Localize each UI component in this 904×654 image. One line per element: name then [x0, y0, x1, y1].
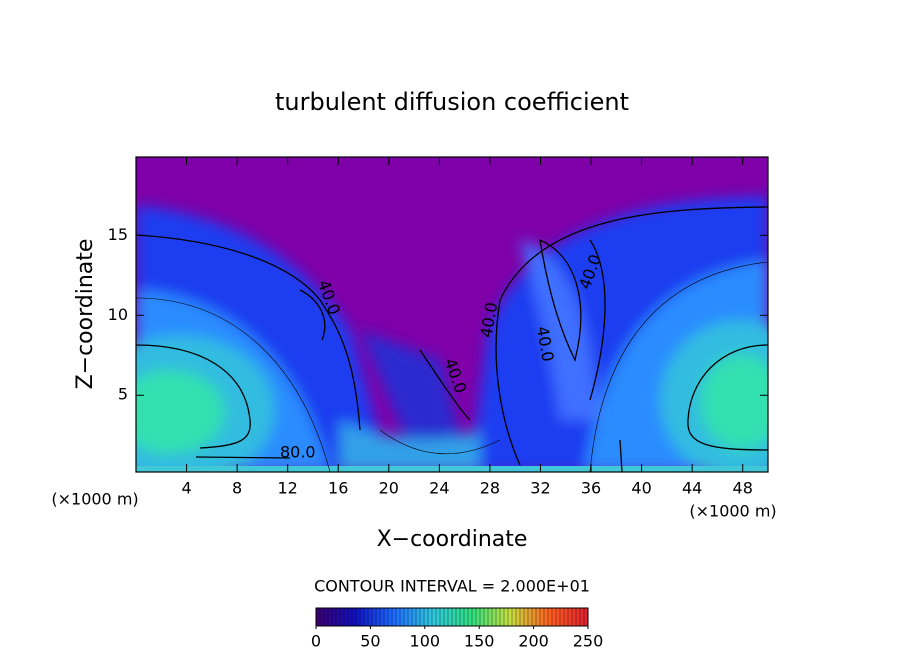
x-tick-label: 36 — [581, 479, 601, 498]
x-tick-label: 44 — [682, 479, 702, 498]
colorbar-tick-label: 50 — [360, 632, 380, 651]
x-axis-label: X−coordinate — [377, 527, 528, 552]
contour-interval: CONTOUR INTERVAL = 2.000E+01 — [314, 577, 590, 596]
plot-frame — [135, 156, 769, 473]
colorbar-tick-label: 250 — [573, 632, 604, 651]
colorbar-tick-label: 0 — [311, 632, 321, 651]
y-tick-label: 15 — [108, 225, 128, 244]
x-tick-label: 28 — [480, 479, 500, 498]
contour-field — [136, 157, 768, 472]
x-tick-label: 48 — [733, 479, 753, 498]
x-tick-label: 40 — [631, 479, 651, 498]
contour-label: 80.0 — [280, 442, 316, 461]
colorbar — [316, 608, 588, 626]
colorbar-frame — [315, 607, 589, 627]
x-tick-label: 16 — [328, 479, 348, 498]
y-unit-label: (×1000 m) — [51, 490, 138, 509]
colorbar-tick-label: 100 — [410, 632, 441, 651]
y-tick-label: 10 — [108, 305, 128, 324]
y-tick-label: 5 — [118, 385, 128, 404]
y-axis-label: Z−coordinate — [73, 239, 98, 390]
chart-title: turbulent diffusion coefficient — [275, 88, 629, 116]
colorbar-tick-label: 200 — [518, 632, 549, 651]
x-tick-label: 20 — [379, 479, 399, 498]
x-unit-label: (×1000 m) — [689, 502, 776, 521]
x-tick-label: 12 — [278, 479, 298, 498]
x-tick-label: 32 — [530, 479, 550, 498]
x-tick-label: 24 — [429, 479, 449, 498]
x-tick-label: 4 — [181, 479, 191, 498]
colorbar-tick-label: 150 — [464, 632, 495, 651]
x-tick-label: 8 — [232, 479, 242, 498]
